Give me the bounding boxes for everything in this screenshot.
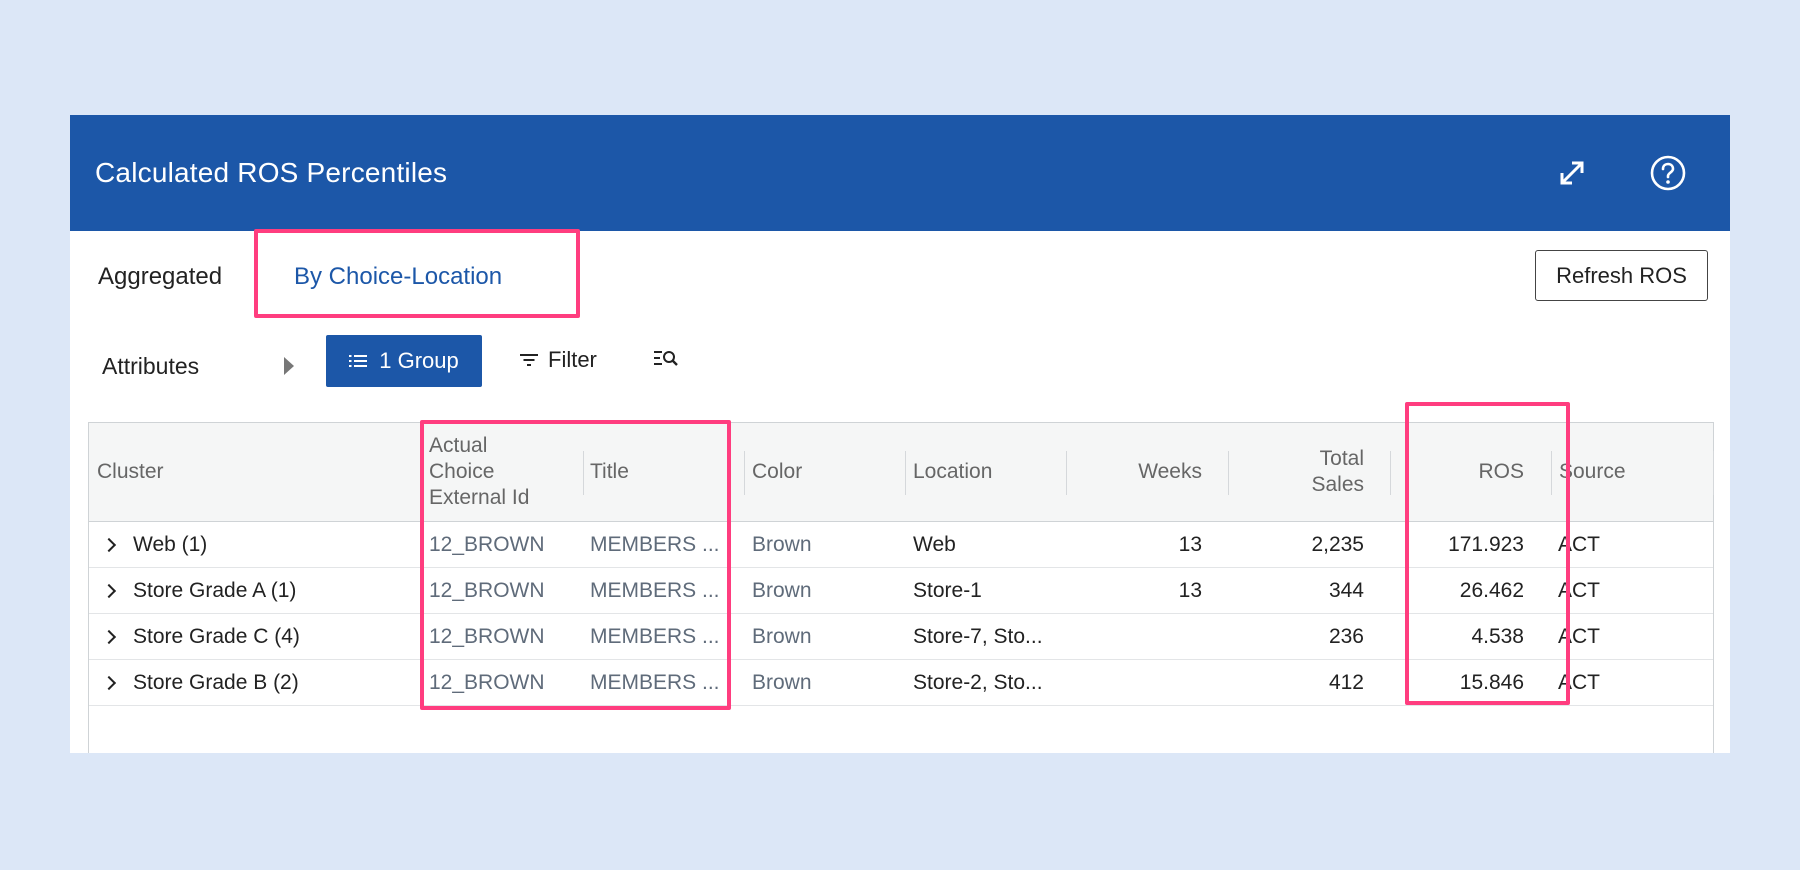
- col-header-external-id-line3: External Id: [429, 486, 530, 509]
- cell-location: Web: [913, 532, 956, 556]
- cell-title: MEMBERS ...: [590, 578, 720, 602]
- ros-data-grid: Cluster Actual Choice External Id Title …: [88, 422, 1714, 753]
- panel-title: Calculated ROS Percentiles: [95, 157, 448, 188]
- cell-total-sales: 412: [1328, 670, 1364, 694]
- cell-cluster: Store Grade A (1): [133, 578, 297, 602]
- cell-weeks: 13: [1178, 578, 1202, 602]
- cell-total-sales: 2,235: [1311, 532, 1364, 556]
- table-row[interactable]: Store Grade B (2) 12_BROWN MEMBERS ... B…: [89, 660, 1713, 706]
- table-row[interactable]: Store Grade A (1) 12_BROWN MEMBERS ... B…: [89, 568, 1713, 614]
- filter-button[interactable]: Filter: [520, 347, 597, 373]
- grid-toolbar: Attributes 1 Group Filter: [70, 326, 1730, 406]
- cell-external-id: 12_BROWN: [429, 578, 545, 602]
- table-row[interactable]: Web (1) 12_BROWN MEMBERS ... Brown Web 1…: [89, 522, 1713, 568]
- view-tabs: Aggregated By Choice-Location Refresh RO…: [70, 231, 1730, 326]
- cell-source: ACT: [1558, 532, 1600, 556]
- filter-icon: [520, 354, 538, 366]
- list-icon: [349, 355, 368, 367]
- cell-source: ACT: [1558, 578, 1600, 602]
- attributes-label: Attributes: [102, 353, 200, 379]
- help-icon[interactable]: [1648, 153, 1688, 193]
- cell-ros: 4.538: [1471, 624, 1524, 648]
- col-header-location[interactable]: Location: [913, 460, 993, 483]
- cell-ros: 15.846: [1459, 670, 1524, 694]
- col-header-external-id-line1: Actual: [429, 434, 488, 457]
- col-header-color[interactable]: Color: [752, 460, 803, 483]
- panel-header: Calculated ROS Percentiles: [70, 115, 1730, 231]
- cell-color: Brown: [752, 624, 812, 648]
- cell-external-id: 12_BROWN: [429, 624, 545, 648]
- attributes-expand-icon[interactable]: [284, 357, 294, 375]
- cell-weeks: 13: [1178, 532, 1202, 556]
- cell-cluster: Store Grade B (2): [133, 670, 299, 694]
- col-header-source[interactable]: Source: [1559, 460, 1626, 483]
- cell-external-id: 12_BROWN: [429, 670, 545, 694]
- cell-location: Store-2, Sto...: [913, 670, 1043, 694]
- col-header-cluster[interactable]: Cluster: [97, 460, 164, 483]
- col-header-total-sales-line1: Total: [1319, 447, 1364, 470]
- col-header-total-sales[interactable]: Total Sales: [1231, 423, 1364, 521]
- cell-location: Store-1: [913, 578, 982, 602]
- filter-label: Filter: [548, 347, 597, 372]
- expand-icon[interactable]: [1552, 153, 1592, 193]
- tab-aggregated[interactable]: Aggregated: [98, 263, 223, 290]
- table-row[interactable]: Store Grade C (4) 12_BROWN MEMBERS ... B…: [89, 614, 1713, 660]
- refresh-ros-button[interactable]: Refresh ROS: [1535, 250, 1708, 301]
- cell-external-id: 12_BROWN: [429, 532, 545, 556]
- cell-total-sales: 236: [1328, 624, 1364, 648]
- col-header-title[interactable]: Title: [590, 460, 629, 483]
- cell-source: ACT: [1558, 670, 1600, 694]
- chevron-right-icon[interactable]: [101, 537, 117, 553]
- cell-title: MEMBERS ...: [590, 532, 720, 556]
- col-header-total-sales-line2: Sales: [1311, 473, 1364, 496]
- cell-total-sales: 344: [1328, 578, 1364, 602]
- find-icon[interactable]: [654, 348, 680, 373]
- chevron-right-icon[interactable]: [101, 629, 117, 645]
- cell-weeks: [1069, 660, 1202, 705]
- cell-location: Store-7, Sto...: [913, 624, 1043, 648]
- tab-by-choice-location[interactable]: By Choice-Location: [294, 263, 503, 290]
- col-header-ros[interactable]: ROS: [1478, 460, 1524, 483]
- cell-title: MEMBERS ...: [590, 670, 720, 694]
- cell-ros: 171.923: [1448, 532, 1524, 556]
- cell-ros: 26.462: [1459, 578, 1524, 602]
- grid-header-row: Cluster Actual Choice External Id Title …: [89, 423, 1714, 522]
- cell-title: MEMBERS ...: [590, 624, 720, 648]
- cell-color: Brown: [752, 532, 812, 556]
- group-button-label: 1 Group: [379, 348, 459, 373]
- chevron-right-icon[interactable]: [101, 675, 117, 691]
- chevron-right-icon[interactable]: [101, 583, 117, 599]
- group-button[interactable]: 1 Group: [326, 335, 482, 387]
- col-header-external-id[interactable]: Actual Choice External Id: [429, 423, 569, 521]
- cell-source: ACT: [1558, 624, 1600, 648]
- col-header-weeks[interactable]: Weeks: [1138, 460, 1202, 483]
- cell-cluster: Web (1): [133, 532, 208, 556]
- cell-color: Brown: [752, 578, 812, 602]
- cell-weeks: [1069, 614, 1202, 659]
- cell-color: Brown: [752, 670, 812, 694]
- col-header-external-id-line2: Choice: [429, 460, 495, 483]
- cell-cluster: Store Grade C (4): [133, 624, 300, 648]
